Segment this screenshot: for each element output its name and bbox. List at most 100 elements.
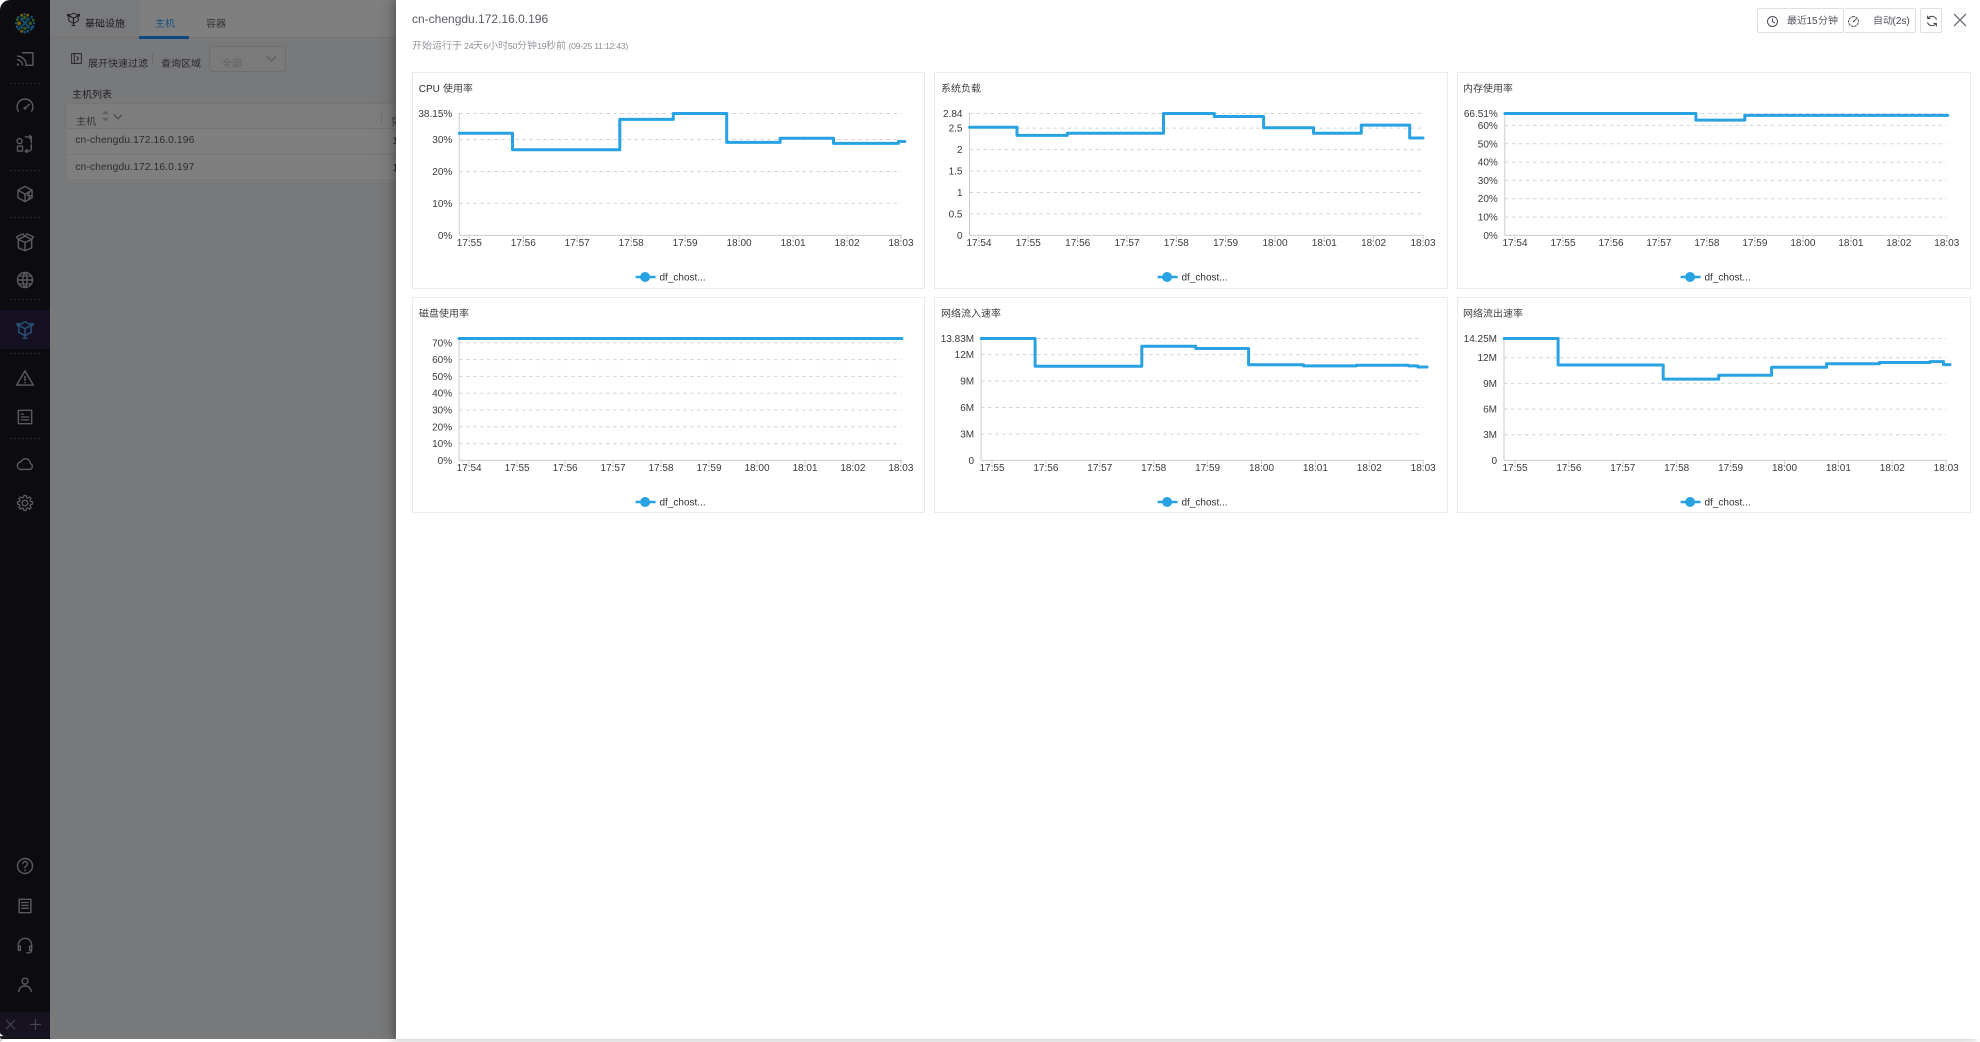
svg-text:18:01: 18:01: [1826, 463, 1851, 474]
svg-text:17:58: 17:58: [649, 463, 674, 474]
svg-text:2.5: 2.5: [949, 123, 963, 134]
svg-text:17:57: 17:57: [1088, 463, 1113, 474]
svg-text:1.5: 1.5: [949, 166, 963, 177]
svg-text:18:01: 18:01: [793, 463, 818, 474]
svg-text:18:03: 18:03: [889, 463, 914, 474]
svg-text:17:58: 17:58: [1142, 463, 1167, 474]
svg-text:17:57: 17:57: [601, 463, 626, 474]
svg-text:40%: 40%: [1478, 157, 1498, 168]
svg-text:1: 1: [957, 188, 963, 199]
svg-text:17:59: 17:59: [697, 463, 722, 474]
svg-text:18:00: 18:00: [1263, 238, 1288, 249]
svg-text:14.25M: 14.25M: [1464, 334, 1497, 345]
svg-text:0%: 0%: [1483, 230, 1498, 241]
svg-text:df_chost...: df_chost...: [660, 272, 706, 283]
svg-text:12M: 12M: [1478, 353, 1497, 364]
svg-text:df_chost...: df_chost...: [1182, 497, 1228, 508]
svg-text:18:00: 18:00: [1249, 463, 1274, 474]
svg-text:17:54: 17:54: [457, 463, 482, 474]
svg-text:6M: 6M: [1483, 404, 1497, 415]
svg-text:17:59: 17:59: [1718, 463, 1743, 474]
svg-text:18:03: 18:03: [1934, 463, 1959, 474]
svg-text:0: 0: [969, 455, 975, 466]
svg-text:12M: 12M: [955, 350, 974, 361]
svg-text:17:55: 17:55: [505, 463, 530, 474]
svg-text:18:02: 18:02: [1880, 463, 1905, 474]
svg-text:2.84: 2.84: [943, 109, 963, 120]
svg-text:17:54: 17:54: [967, 238, 992, 249]
svg-text:0%: 0%: [438, 455, 453, 466]
svg-text:0: 0: [957, 230, 963, 241]
svg-text:18:02: 18:02: [835, 238, 860, 249]
svg-text:0.5: 0.5: [949, 209, 963, 220]
svg-text:18:03: 18:03: [889, 238, 914, 249]
svg-text:17:56: 17:56: [511, 238, 536, 249]
svg-text:18:02: 18:02: [841, 463, 866, 474]
svg-text:17:58: 17:58: [619, 238, 644, 249]
svg-text:0: 0: [1491, 455, 1497, 466]
svg-text:df_chost...: df_chost...: [1705, 497, 1751, 508]
svg-text:17:57: 17:57: [1610, 463, 1635, 474]
svg-text:17:55: 17:55: [1016, 238, 1041, 249]
svg-text:0%: 0%: [438, 230, 453, 241]
svg-text:18:00: 18:00: [1790, 238, 1815, 249]
svg-text:17:55: 17:55: [1550, 238, 1575, 249]
svg-text:18:01: 18:01: [1312, 238, 1337, 249]
svg-text:10%: 10%: [433, 198, 453, 209]
svg-text:18:03: 18:03: [1411, 463, 1436, 474]
svg-text:17:55: 17:55: [457, 238, 482, 249]
svg-text:17:59: 17:59: [1742, 238, 1767, 249]
svg-text:70%: 70%: [432, 338, 452, 349]
svg-text:50%: 50%: [432, 371, 452, 382]
svg-text:18:02: 18:02: [1886, 238, 1911, 249]
svg-text:17:59: 17:59: [1195, 463, 1220, 474]
svg-text:20%: 20%: [433, 167, 453, 178]
svg-text:30%: 30%: [432, 405, 452, 416]
svg-text:2: 2: [957, 145, 963, 156]
svg-text:30%: 30%: [1478, 175, 1498, 186]
svg-text:20%: 20%: [1478, 194, 1498, 205]
svg-text:18:02: 18:02: [1361, 238, 1386, 249]
svg-text:17:56: 17:56: [1556, 463, 1581, 474]
svg-text:17:57: 17:57: [1646, 238, 1671, 249]
svg-text:6M: 6M: [961, 403, 975, 414]
svg-text:18:02: 18:02: [1357, 463, 1382, 474]
svg-text:17:58: 17:58: [1664, 463, 1689, 474]
svg-text:9M: 9M: [961, 376, 975, 387]
svg-text:17:55: 17:55: [1502, 463, 1527, 474]
svg-text:df_chost...: df_chost...: [1182, 272, 1228, 283]
svg-text:3M: 3M: [1483, 430, 1497, 441]
svg-text:df_chost...: df_chost...: [1705, 272, 1751, 283]
svg-text:18:01: 18:01: [1303, 463, 1328, 474]
svg-text:66.51%: 66.51%: [1464, 109, 1498, 120]
svg-text:38.15%: 38.15%: [419, 109, 453, 120]
svg-text:18:03: 18:03: [1411, 238, 1436, 249]
svg-text:60%: 60%: [432, 355, 452, 366]
svg-text:17:55: 17:55: [980, 463, 1005, 474]
svg-text:18:03: 18:03: [1934, 238, 1959, 249]
svg-text:17:56: 17:56: [1034, 463, 1059, 474]
svg-text:18:01: 18:01: [1838, 238, 1863, 249]
svg-text:9M: 9M: [1483, 378, 1497, 389]
svg-text:17:57: 17:57: [1115, 238, 1140, 249]
svg-text:3M: 3M: [961, 429, 975, 440]
svg-text:10%: 10%: [1478, 212, 1498, 223]
svg-text:17:59: 17:59: [673, 238, 698, 249]
svg-text:17:56: 17:56: [553, 463, 578, 474]
svg-text:30%: 30%: [433, 135, 453, 146]
svg-text:18:00: 18:00: [727, 238, 752, 249]
svg-text:17:56: 17:56: [1066, 238, 1091, 249]
svg-text:60%: 60%: [1478, 120, 1498, 131]
svg-text:18:00: 18:00: [1772, 463, 1797, 474]
svg-text:17:57: 17:57: [565, 238, 590, 249]
svg-text:50%: 50%: [1478, 139, 1498, 150]
svg-text:20%: 20%: [432, 422, 452, 433]
svg-text:17:56: 17:56: [1598, 238, 1623, 249]
svg-text:17:59: 17:59: [1213, 238, 1238, 249]
svg-text:17:54: 17:54: [1502, 238, 1527, 249]
svg-text:13.83M: 13.83M: [941, 334, 974, 345]
svg-text:10%: 10%: [432, 439, 452, 450]
svg-text:17:58: 17:58: [1694, 238, 1719, 249]
svg-text:18:00: 18:00: [745, 463, 770, 474]
svg-text:18:01: 18:01: [781, 238, 806, 249]
